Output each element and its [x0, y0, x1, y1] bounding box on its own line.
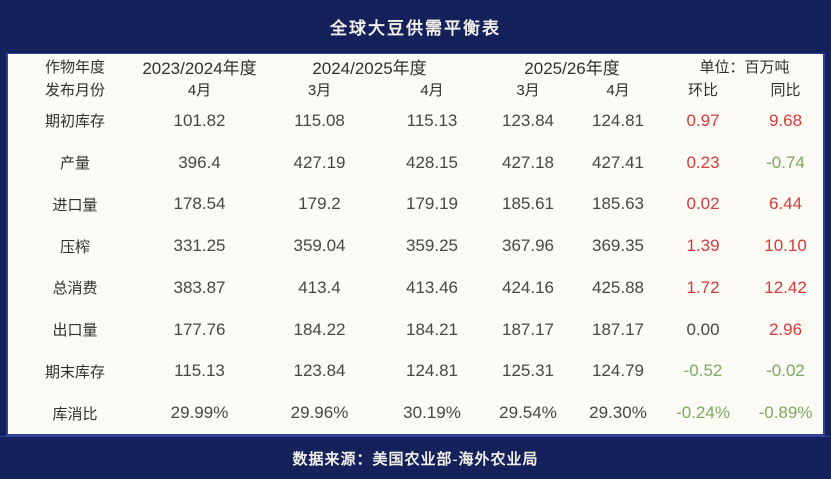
change-cell: 0.97: [686, 110, 720, 130]
change-cell: -0.74: [766, 152, 805, 172]
value-cell: 331.25: [173, 236, 226, 256]
row-label: 期初库存: [44, 114, 105, 131]
change-cell: 1.39: [686, 236, 720, 256]
value-cell: 369.35: [592, 236, 644, 256]
year-header-row: 作物年度 2023/2024年度 2024/2025年度 2025/26年度 单位：百万…: [8, 54, 827, 79]
table-row: 产量 396.4 427.19 428.15 427.18 427.41 0.23 -0.74: [8, 142, 827, 184]
value-cell: 123.84: [293, 361, 346, 381]
table-row: 期末库存 115.13 123.84 124.81 125.31 124.79 -0.52 -…: [8, 351, 827, 393]
value-cell: 101.82: [173, 110, 226, 130]
change-cell: 6.44: [768, 194, 803, 214]
row-label: 产量: [59, 156, 90, 173]
value-cell: 359.25: [406, 236, 458, 256]
change-cell: 12.42: [764, 277, 807, 297]
year-group-header: 2025/26年度: [524, 59, 620, 78]
value-cell: 125.31: [502, 361, 554, 381]
value-cell: 184.21: [406, 319, 458, 339]
year-header-label: 作物年度: [44, 60, 105, 76]
table-row: 期初库存 101.82 115.08 115.13 123.84 124.81 0.97 9.…: [8, 100, 827, 142]
table-row: 库消比 29.99% 29.96% 30.19% 29.54% 29.30% -0.24% -…: [8, 392, 827, 434]
month-header-cell: 4月: [420, 82, 444, 99]
value-cell: 359.04: [293, 236, 346, 256]
value-cell: 29.96%: [290, 403, 349, 423]
row-label: 出口量: [52, 323, 98, 340]
value-cell: 383.87: [173, 277, 226, 297]
value-cell: 115.13: [174, 361, 225, 381]
change-cell: 0.00: [686, 319, 720, 339]
month-header-cell: 3月: [307, 82, 332, 99]
value-cell: 187.17: [502, 319, 554, 339]
change-column-header: 环比: [688, 83, 719, 99]
change-column-header: 同比: [770, 83, 801, 99]
change-cell: 1.72: [686, 277, 720, 297]
change-cell: -0.24%: [676, 403, 730, 423]
value-cell: 396.4: [178, 152, 221, 172]
page-title: 全球大豆供需平衡表: [330, 19, 501, 38]
change-cell: 9.68: [768, 110, 803, 130]
value-cell: 124.81: [406, 361, 458, 381]
value-cell: 179.2: [298, 194, 341, 214]
value-cell: 177.76: [173, 319, 226, 339]
title-bar: 全球大豆供需平衡表: [0, 0, 831, 53]
table-row: 出口量 177.76 184.22 184.21 187.17 187.17 0.00 2.9…: [8, 309, 827, 351]
month-header-label: 发布月份: [44, 83, 105, 99]
value-cell: 123.84: [502, 110, 554, 130]
balance-table: 作物年度 2023/2024年度 2024/2025年度 2025/26年度 单位：百万…: [8, 54, 827, 434]
unit-label: 单位：百万吨: [699, 60, 790, 76]
change-cell: -0.02: [766, 361, 805, 381]
change-cell: 0.23: [686, 152, 720, 172]
table-panel: 作物年度 2023/2024年度 2024/2025年度 2025/26年度 单位：百万…: [6, 53, 825, 436]
value-cell: 178.54: [173, 194, 226, 214]
value-cell: 30.19%: [403, 403, 461, 423]
value-cell: 185.61: [502, 194, 554, 214]
change-cell: -0.52: [683, 361, 723, 381]
change-cell: 0.02: [686, 194, 720, 214]
value-cell: 185.63: [592, 194, 644, 214]
table-row: 总消费 383.87 413.4 413.46 424.16 425.88 1.72 12.4…: [8, 267, 827, 309]
value-cell: 29.99%: [170, 403, 229, 423]
value-cell: 424.16: [502, 277, 554, 297]
month-header-cell: 3月: [516, 82, 540, 99]
row-label: 期末库存: [44, 364, 105, 381]
table-row: 进口量 178.54 179.2 179.19 185.61 185.63 0.02 6.44: [8, 184, 827, 226]
footer-bar: 数据来源：美国农业部-海外农业局: [0, 436, 831, 479]
month-header-cell: 4月: [606, 82, 630, 99]
value-cell: 413.4: [298, 277, 341, 297]
value-cell: 124.81: [592, 110, 644, 130]
value-cell: 413.46: [406, 277, 458, 297]
value-cell: 115.08: [294, 110, 345, 130]
data-source-text: 数据来源：美国农业部-海外农业局: [292, 451, 539, 468]
month-header-cell: 4月: [187, 82, 212, 99]
value-cell: 367.96: [502, 236, 554, 256]
value-cell: 29.54%: [499, 403, 557, 423]
row-label: 进口量: [52, 197, 98, 214]
value-cell: 425.88: [592, 277, 644, 297]
value-cell: 187.17: [592, 319, 644, 339]
change-cell: 2.96: [768, 319, 803, 339]
year-group-header: 2024/2025年度: [312, 59, 427, 78]
value-cell: 179.19: [406, 194, 458, 214]
table-row: 压榨 331.25 359.04 359.25 367.96 369.35 1.39 10.1…: [8, 225, 827, 267]
value-cell: 427.19: [293, 152, 346, 172]
value-cell: 427.41: [592, 152, 644, 172]
value-cell: 29.30%: [589, 403, 647, 423]
change-cell: -0.89%: [758, 403, 813, 423]
value-cell: 427.18: [502, 152, 554, 172]
year-group-header: 2023/2024年度: [142, 59, 257, 78]
value-cell: 428.15: [406, 152, 458, 172]
value-cell: 115.13: [406, 110, 458, 130]
change-cell: 10.10: [764, 236, 807, 256]
row-label: 库消比: [52, 406, 98, 423]
row-label: 压榨: [59, 239, 90, 256]
value-cell: 124.79: [592, 361, 644, 381]
value-cell: 184.22: [293, 319, 346, 339]
month-header-row: 发布月份 4月 3月 4月 3月 4月 环比 同比: [8, 79, 827, 100]
row-label: 总消费: [52, 281, 98, 298]
